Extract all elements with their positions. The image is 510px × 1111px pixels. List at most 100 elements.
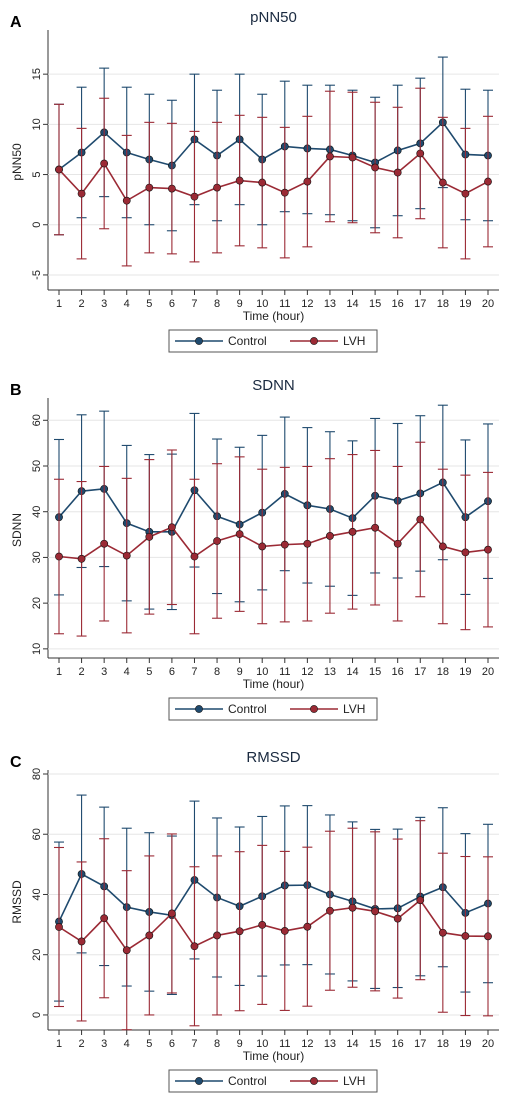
data-point bbox=[393, 914, 402, 923]
data-point bbox=[258, 920, 267, 929]
x-tick-label: 7 bbox=[191, 1038, 197, 1050]
x-tick-label: 14 bbox=[346, 1038, 358, 1050]
x-tick-label: 1 bbox=[56, 1038, 62, 1050]
data-point bbox=[438, 178, 447, 187]
data-point bbox=[213, 931, 221, 940]
data-point bbox=[484, 932, 492, 941]
legend-marker bbox=[195, 705, 203, 713]
x-tick-label: 6 bbox=[169, 666, 175, 678]
x-tick-label: 12 bbox=[301, 666, 313, 678]
data-point bbox=[55, 923, 63, 931]
y-tick-label: 0 bbox=[31, 222, 43, 228]
data-point bbox=[122, 946, 131, 955]
x-tick-label: 15 bbox=[369, 1038, 381, 1050]
x-tick-label: 16 bbox=[392, 1038, 404, 1050]
x-tick-label: 13 bbox=[324, 298, 336, 310]
x-tick-label: 17 bbox=[414, 1038, 426, 1050]
x-tick-label: 8 bbox=[214, 298, 220, 310]
data-point bbox=[122, 196, 131, 205]
data-point bbox=[55, 552, 63, 561]
x-tick-label: 6 bbox=[169, 1038, 175, 1050]
x-tick-label: 18 bbox=[437, 1038, 449, 1050]
data-point bbox=[190, 942, 199, 951]
data-point bbox=[303, 177, 312, 186]
x-tick-label: 20 bbox=[482, 1038, 494, 1050]
data-point bbox=[167, 909, 176, 918]
y-tick-label: 5 bbox=[31, 171, 43, 177]
x-tick-label: 1 bbox=[56, 666, 62, 678]
x-tick-label: 18 bbox=[437, 298, 449, 310]
x-tick-label: 2 bbox=[79, 1038, 85, 1050]
x-tick-label: 12 bbox=[301, 1038, 313, 1050]
legend-marker bbox=[195, 1077, 203, 1085]
panel-letter: A bbox=[10, 14, 22, 31]
x-tick-label: 9 bbox=[237, 1038, 243, 1050]
x-tick-label: 14 bbox=[346, 666, 358, 678]
x-tick-label: 5 bbox=[146, 666, 152, 678]
x-tick-label: 20 bbox=[482, 298, 494, 310]
series-line bbox=[58, 899, 489, 952]
data-point bbox=[371, 163, 380, 172]
x-tick-label: 11 bbox=[279, 298, 290, 310]
x-tick-label: 7 bbox=[191, 666, 197, 678]
legend: Control LVH bbox=[168, 697, 378, 721]
legend-label: Control bbox=[228, 1074, 267, 1088]
data-point bbox=[213, 183, 221, 192]
y-tick-label: 60 bbox=[31, 828, 43, 840]
x-tick-label: 4 bbox=[124, 666, 130, 678]
panel-letter: C bbox=[10, 754, 22, 771]
data-point bbox=[371, 907, 380, 916]
legend-label: LVH bbox=[343, 702, 365, 716]
y-tick-label: 10 bbox=[31, 118, 43, 130]
x-tick-label: 11 bbox=[279, 666, 290, 678]
legend: Control LVH bbox=[168, 329, 378, 353]
series-lvh bbox=[54, 820, 493, 1031]
y-tick-label: 10 bbox=[31, 643, 43, 655]
x-tick-label: 16 bbox=[392, 666, 404, 678]
x-tick-label: 17 bbox=[414, 666, 426, 678]
y-tick-label: 40 bbox=[31, 506, 43, 518]
y-tick-label: 20 bbox=[31, 949, 43, 961]
legend: Control LVH bbox=[168, 1069, 378, 1093]
legend-box bbox=[168, 1069, 378, 1093]
legend-label: LVH bbox=[343, 334, 365, 348]
x-tick-label: 17 bbox=[414, 298, 426, 310]
data-point bbox=[371, 523, 380, 532]
series-lvh bbox=[54, 441, 493, 637]
x-tick-label: 10 bbox=[256, 298, 268, 310]
data-point bbox=[461, 932, 470, 940]
x-tick-label: 6 bbox=[169, 298, 175, 310]
y-axis-label: SDNN bbox=[10, 513, 24, 547]
data-point bbox=[416, 149, 425, 158]
data-point bbox=[303, 922, 312, 931]
panel-letter: B bbox=[10, 382, 22, 399]
x-tick-label: 3 bbox=[101, 1038, 107, 1050]
series-control bbox=[54, 794, 493, 1002]
data-point bbox=[438, 542, 447, 551]
data-point bbox=[438, 928, 447, 937]
y-axis-label: RMSSD bbox=[10, 880, 24, 924]
data-point bbox=[190, 192, 199, 201]
x-tick-label: 18 bbox=[437, 666, 449, 678]
data-point bbox=[326, 532, 334, 540]
legend-box bbox=[168, 329, 378, 353]
x-tick-label: 1 bbox=[56, 298, 62, 310]
data-point bbox=[235, 530, 244, 539]
data-point bbox=[326, 152, 334, 161]
data-point bbox=[167, 184, 176, 193]
legend-label: Control bbox=[228, 702, 267, 716]
x-tick-label: 8 bbox=[214, 666, 220, 678]
y-tick-label: 50 bbox=[31, 460, 43, 472]
x-tick-label: 15 bbox=[369, 298, 381, 310]
legend-marker bbox=[310, 1077, 318, 1085]
series-control bbox=[54, 56, 493, 236]
data-point bbox=[461, 548, 470, 557]
data-point bbox=[393, 168, 402, 177]
series-line bbox=[58, 121, 489, 171]
data-point bbox=[167, 523, 176, 532]
data-point bbox=[303, 539, 312, 548]
legend-marker bbox=[310, 705, 318, 713]
